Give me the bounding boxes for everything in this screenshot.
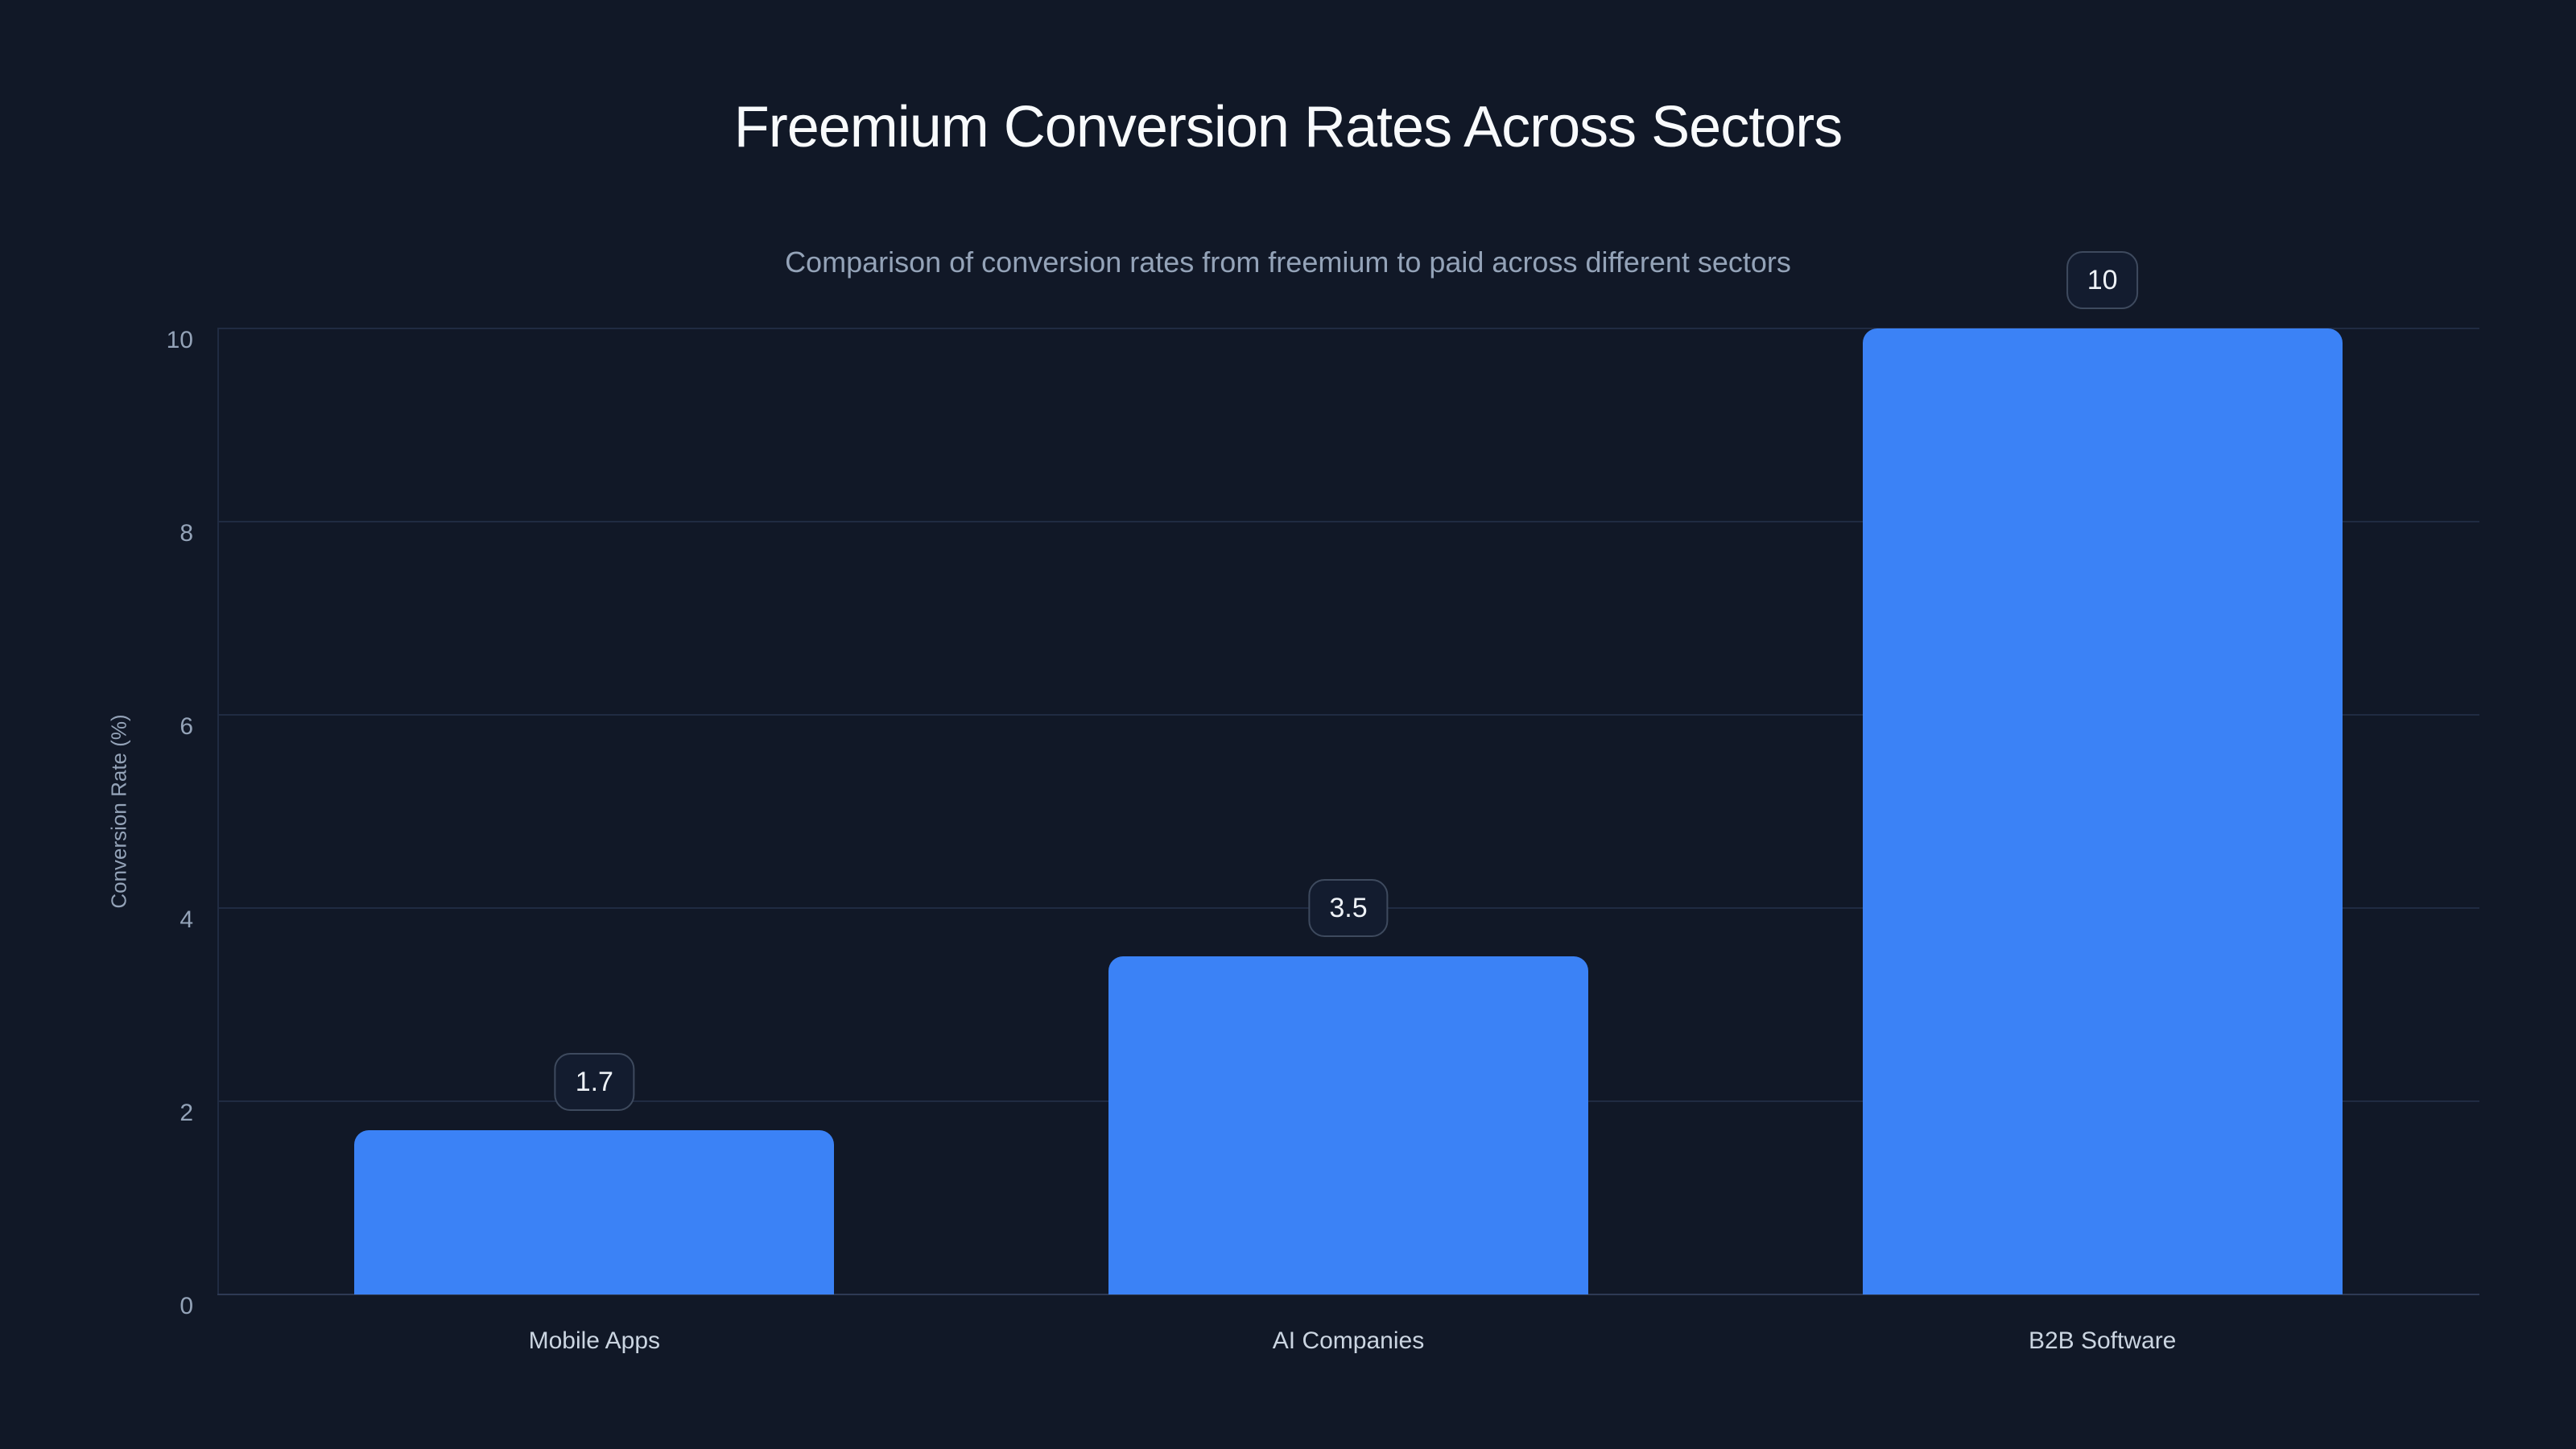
y-tick-label-10: 10 <box>166 327 193 353</box>
value-badge-b2b-software: 10 <box>2066 251 2139 309</box>
gridline-6 <box>217 714 2479 716</box>
y-tick-label-0: 0 <box>180 1293 193 1319</box>
y-axis-line <box>217 328 219 1294</box>
value-badge-ai-companies: 3.5 <box>1308 879 1389 937</box>
category-label-ai-companies: AI Companies <box>1272 1327 1425 1354</box>
y-axis-title: Conversion Rate (%) <box>106 714 131 909</box>
y-tick-label-2: 2 <box>180 1100 193 1126</box>
bar-slot-ai-companies: 3.5 AI Companies <box>972 328 1726 1354</box>
x-axis-baseline <box>217 1294 2479 1295</box>
category-label-mobile-apps: Mobile Apps <box>528 1327 661 1354</box>
bar-b2b-software[interactable] <box>1862 328 2343 1294</box>
y-tick-label-6: 6 <box>180 713 193 740</box>
bar-ai-companies[interactable] <box>1108 956 1588 1294</box>
y-tick-label-4: 4 <box>180 906 193 933</box>
y-tick-label-8: 8 <box>180 520 193 547</box>
bar-mobile-apps[interactable] <box>354 1130 835 1294</box>
bar-slot-b2b-software: 10 B2B Software <box>1725 251 2479 1354</box>
plot-area: 0 2 4 6 8 10 1.7 Mobile Apps 3.5 AI Companies 10 B2… <box>167 251 2479 1354</box>
gridline-8 <box>217 521 2479 522</box>
bar-slot-mobile-apps: 1.7 Mobile Apps <box>217 328 972 1354</box>
value-badge-mobile-apps: 1.7 <box>554 1053 634 1111</box>
chart-subtitle: Comparison of conversion rates from free… <box>785 246 1791 279</box>
gridline-10 <box>217 328 2479 329</box>
category-label-b2b-software: B2B Software <box>2028 1327 2177 1354</box>
chart-title: Freemium Conversion Rates Across Sectors <box>733 95 1843 159</box>
